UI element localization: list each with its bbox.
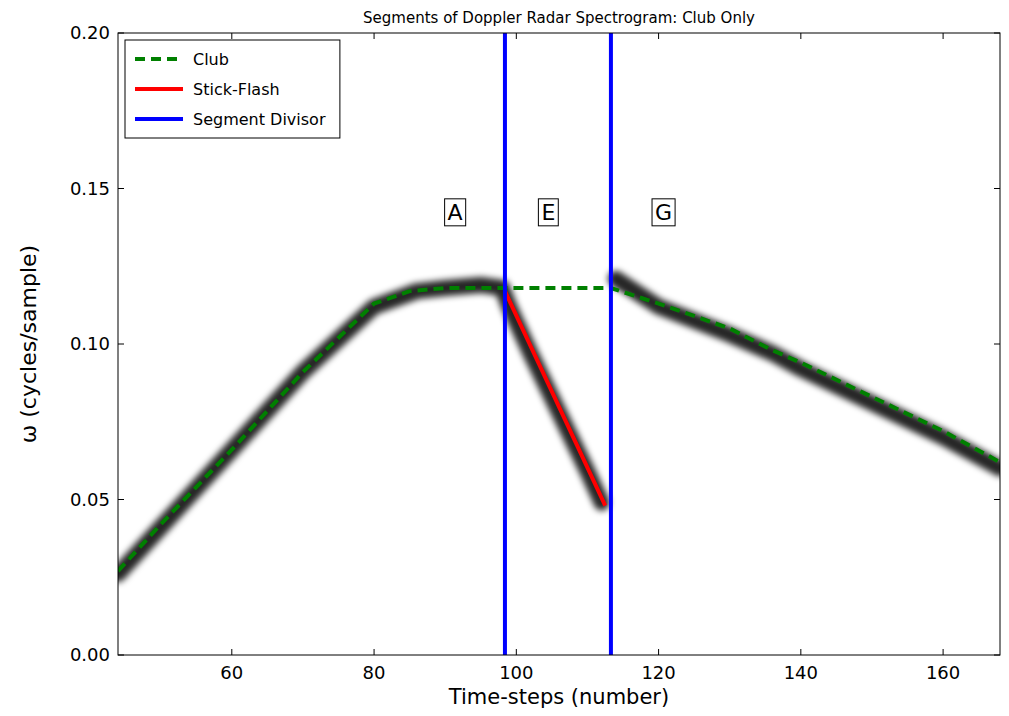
annotation-text: A <box>448 200 463 225</box>
legend-swatch <box>135 117 183 121</box>
x-tick <box>231 649 232 655</box>
x-tick <box>374 33 375 39</box>
x-tick-label: 160 <box>926 662 960 683</box>
annotation-text: G <box>655 200 672 225</box>
annotation: A <box>445 199 466 226</box>
y-tick <box>994 499 1000 500</box>
x-tick <box>658 649 659 655</box>
x-tick <box>374 649 375 655</box>
legend-label: Segment Divisor <box>193 110 326 129</box>
title: Segments of Doppler Radar Spectrogram: C… <box>363 9 755 27</box>
segment-divisor <box>609 33 613 655</box>
series-line <box>118 288 1000 571</box>
y-tick <box>118 188 124 189</box>
y-tick <box>118 655 124 656</box>
x-tick-label: 80 <box>363 662 386 683</box>
x-tick <box>943 649 944 655</box>
y-tick <box>118 344 124 345</box>
plot-marks <box>118 33 1000 655</box>
x-axis-title: Time-steps (number) <box>448 685 669 709</box>
y-tick <box>994 344 1000 345</box>
annotation: E <box>538 199 558 226</box>
x-tick-label: 100 <box>499 662 533 683</box>
y-tick <box>994 655 1000 656</box>
x-tick-label: 60 <box>220 662 243 683</box>
y-tick-label: 0.15 <box>70 178 110 199</box>
y-tick-label: 0.20 <box>70 22 110 43</box>
legend-swatch <box>135 57 183 61</box>
x-tick <box>516 649 517 655</box>
x-tick <box>516 33 517 39</box>
annotation-box <box>652 199 675 226</box>
annotation-box <box>445 199 466 226</box>
y-axis-title: ω (cycles/sample) <box>16 245 41 443</box>
chart: 60 80 100 120 140 160 0.00 0.05 0.10 0.15 0.20 Segm… <box>0 0 1009 716</box>
x-tick <box>800 649 801 655</box>
legend-label: Stick-Flash <box>193 80 280 99</box>
y-tick <box>118 33 124 34</box>
annotation: G <box>652 199 675 226</box>
y-tick <box>994 33 1000 34</box>
y-tick-label: 0.10 <box>70 333 110 354</box>
y-tick-label: 0.05 <box>70 489 110 510</box>
spectrogram-ridge <box>118 285 602 574</box>
x-tick <box>800 33 801 39</box>
legend: Club Stick-Flash Segment Divisor <box>125 40 340 138</box>
x-tick-label: 140 <box>784 662 818 683</box>
y-tick-label: 0.00 <box>70 644 110 665</box>
legend-box <box>125 40 340 138</box>
x-tick-label: 120 <box>641 662 675 683</box>
series-line <box>505 291 605 506</box>
segment-divisor <box>503 33 507 655</box>
annotation-text: E <box>541 200 555 225</box>
y-tick <box>994 188 1000 189</box>
plot-frame <box>118 33 1000 655</box>
y-tick <box>118 499 124 500</box>
legend-swatch <box>135 87 183 91</box>
plot-background <box>118 33 1000 655</box>
x-tick <box>943 33 944 39</box>
legend-label: Club <box>193 50 229 69</box>
x-tick <box>231 33 232 39</box>
x-tick <box>658 33 659 39</box>
annotation-box <box>538 199 558 226</box>
